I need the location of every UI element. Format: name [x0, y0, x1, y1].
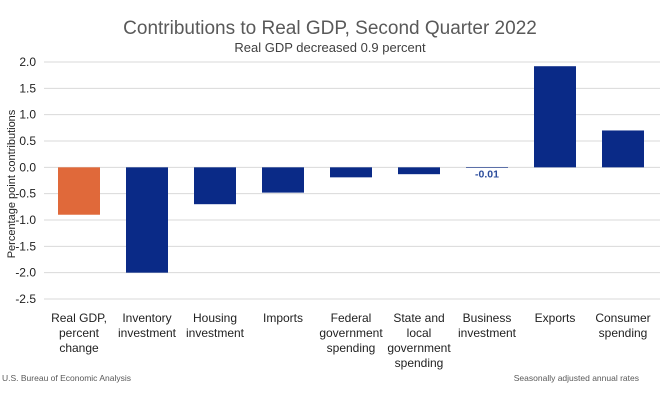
bar — [466, 167, 508, 168]
category-label: Inventory — [122, 311, 171, 325]
category-label: Housing — [193, 311, 237, 325]
category-label: change — [59, 341, 99, 355]
category-label: spending — [599, 326, 648, 340]
category-label: spending — [395, 356, 444, 370]
bar — [398, 167, 440, 175]
y-axis-label: Percentage point contributions — [6, 109, 18, 258]
data-labels: -0.01 — [475, 168, 499, 180]
bar — [534, 66, 576, 168]
category-label: Consumer — [595, 311, 650, 325]
rates-note: Seasonally adjusted annual rates — [514, 373, 639, 383]
category-label: investment — [458, 326, 517, 340]
category-label: Real GDP, — [51, 311, 107, 325]
y-tick-label: -1.5 — [15, 239, 36, 253]
category-labels: Real GDP,percentchangeInventoryinvestmen… — [51, 311, 651, 370]
category-label: State and — [393, 311, 444, 325]
bar — [194, 167, 236, 205]
category-label: Business — [463, 311, 512, 325]
y-tick-label: -2.0 — [15, 266, 36, 280]
y-axis-ticks: 2.0 1.5 1.0 0.5 0.0 -0.5 -1.0 -1.5 -2.0 -2.5 — [15, 55, 36, 306]
y-tick-label: 1.5 — [19, 81, 36, 95]
category-label: spending — [327, 341, 376, 355]
category-label: Exports — [535, 311, 576, 325]
bar — [262, 167, 304, 193]
bar — [602, 130, 644, 168]
category-label: government — [387, 341, 451, 355]
category-label: investment — [186, 326, 245, 340]
chart-subtitle: Real GDP decreased 0.9 percent — [234, 40, 426, 55]
y-tick-label: 1.0 — [19, 108, 36, 122]
y-tick-label: 0.5 — [19, 134, 36, 148]
y-tick-label: -0.5 — [15, 187, 36, 201]
y-tick-label: -1.0 — [15, 213, 36, 227]
category-label: government — [319, 326, 383, 340]
category-label: investment — [118, 326, 177, 340]
category-label: local — [407, 326, 432, 340]
y-tick-label: 2.0 — [19, 55, 36, 69]
y-tick-label: -2.5 — [15, 292, 36, 306]
bar — [126, 167, 168, 273]
bar — [330, 167, 372, 178]
source-note: U.S. Bureau of Economic Analysis — [2, 373, 131, 383]
category-label: percent — [59, 326, 100, 340]
category-label: Federal — [331, 311, 372, 325]
data-label: -0.01 — [475, 168, 499, 180]
category-label: Imports — [263, 311, 303, 325]
bar — [58, 167, 100, 215]
chart-title: Contributions to Real GDP, Second Quarte… — [123, 18, 537, 39]
y-tick-label: 0.0 — [19, 160, 36, 174]
bars — [58, 66, 644, 273]
